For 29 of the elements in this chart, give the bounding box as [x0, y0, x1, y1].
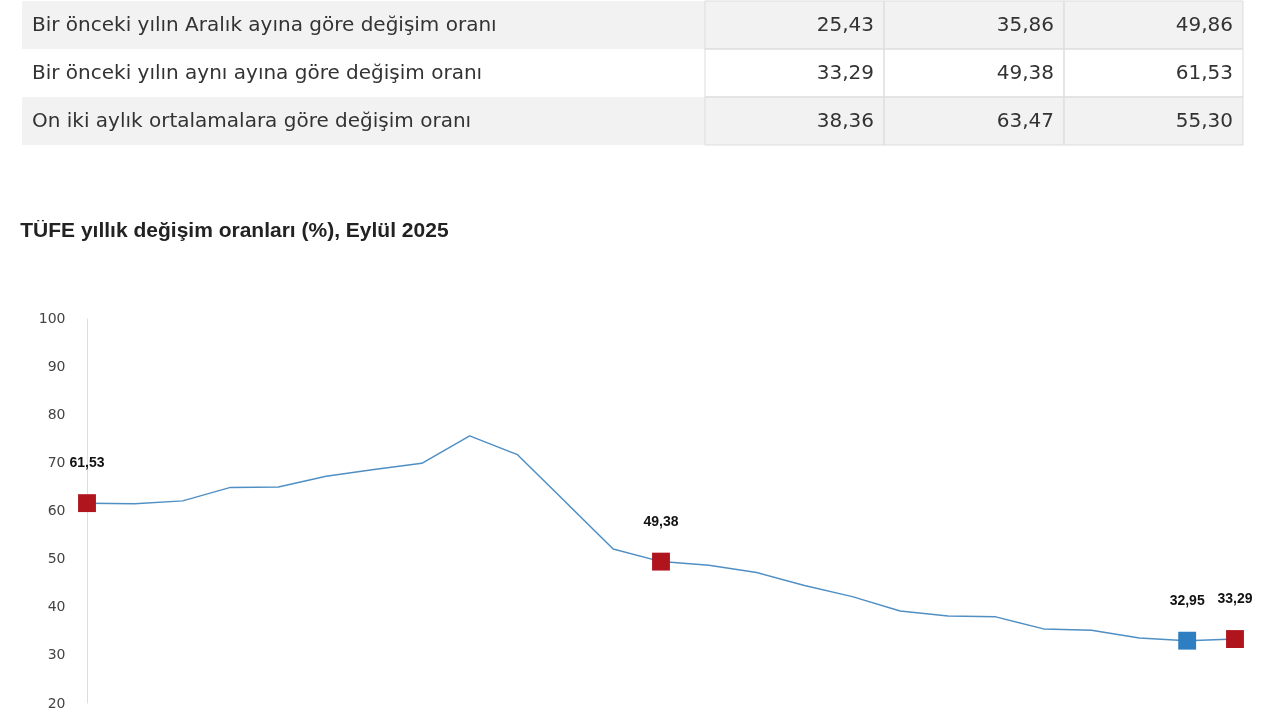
text: 25,43: [816, 12, 874, 36]
category-label: Bir önceki yılın Aralık ayına göre değişim oranı: [32, 12, 497, 36]
point: [652, 552, 670, 571]
data-label: 32,95: [1169, 591, 1205, 608]
y-tick-label: 100: [38, 309, 66, 326]
y-tick-label: 20: [47, 694, 66, 711]
y-tick-label: 80: [47, 405, 66, 422]
y-tick-label: 50: [47, 550, 66, 567]
text: 63,47: [996, 108, 1054, 132]
category-label: Bir önceki yılın aynı ayına göre değişim oranı: [32, 60, 483, 84]
data-label: 49,38: [643, 512, 679, 529]
y-tick-label: 30: [47, 646, 66, 663]
text: 33,29: [816, 60, 874, 84]
category-label: On iki aylık ortalamalara göre değişim oranı: [32, 108, 472, 132]
point: [78, 494, 96, 513]
y-tick-label: 70: [47, 453, 66, 470]
text: 49,38: [996, 60, 1054, 84]
text: 38,36: [816, 108, 874, 132]
point: [1178, 631, 1197, 650]
text: 61,53: [1175, 60, 1233, 84]
y-tick-label: 90: [47, 357, 66, 374]
data-label: 61,53: [69, 454, 105, 471]
y-tick-label: 60: [47, 502, 66, 518]
text: 55,30: [1175, 108, 1233, 132]
text: 49,86: [1175, 12, 1233, 36]
y-tick-label: 40: [47, 598, 66, 615]
point: [1226, 630, 1244, 648]
data-label: 33,29: [1217, 590, 1253, 607]
text: 35,86: [996, 12, 1054, 36]
